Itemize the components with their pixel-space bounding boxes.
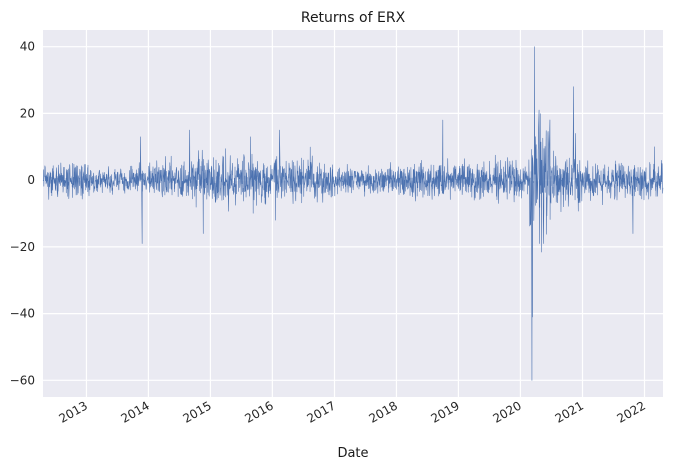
- x-tick-label: 2018: [367, 398, 400, 425]
- plot-area: [43, 30, 663, 397]
- y-tick-label: 40: [20, 40, 35, 54]
- series-layer: [42, 46, 664, 381]
- x-tick-label: 2020: [490, 398, 523, 425]
- x-tick-label: 2016: [242, 398, 275, 425]
- x-tick-label: 2021: [553, 398, 586, 425]
- returns-line: [42, 46, 664, 381]
- x-tick-label: 2013: [57, 398, 90, 425]
- chart-title: Returns of ERX: [301, 10, 406, 26]
- x-axis-label: Date: [337, 446, 368, 461]
- x-tick-label: 2017: [305, 398, 338, 425]
- y-tick-label: 20: [20, 106, 35, 120]
- x-gridlines: [85, 30, 646, 397]
- x-tick-label: 2019: [428, 398, 461, 425]
- y-tick-label: −60: [10, 373, 35, 387]
- x-tick-label: 2014: [118, 398, 151, 425]
- x-tick-label: 2022: [615, 398, 648, 425]
- y-tick-labels: 40 20 0 −20 −40 −60: [10, 40, 35, 388]
- y-tick-label: −40: [10, 307, 35, 321]
- x-tick-label: 2015: [180, 398, 213, 425]
- y-tick-label: 0: [27, 173, 35, 187]
- y-tick-label: −20: [10, 240, 35, 254]
- x-tick-labels: 2013 2014 2015 2016 2017 2018 2019 2020 2021 2022: [57, 398, 648, 425]
